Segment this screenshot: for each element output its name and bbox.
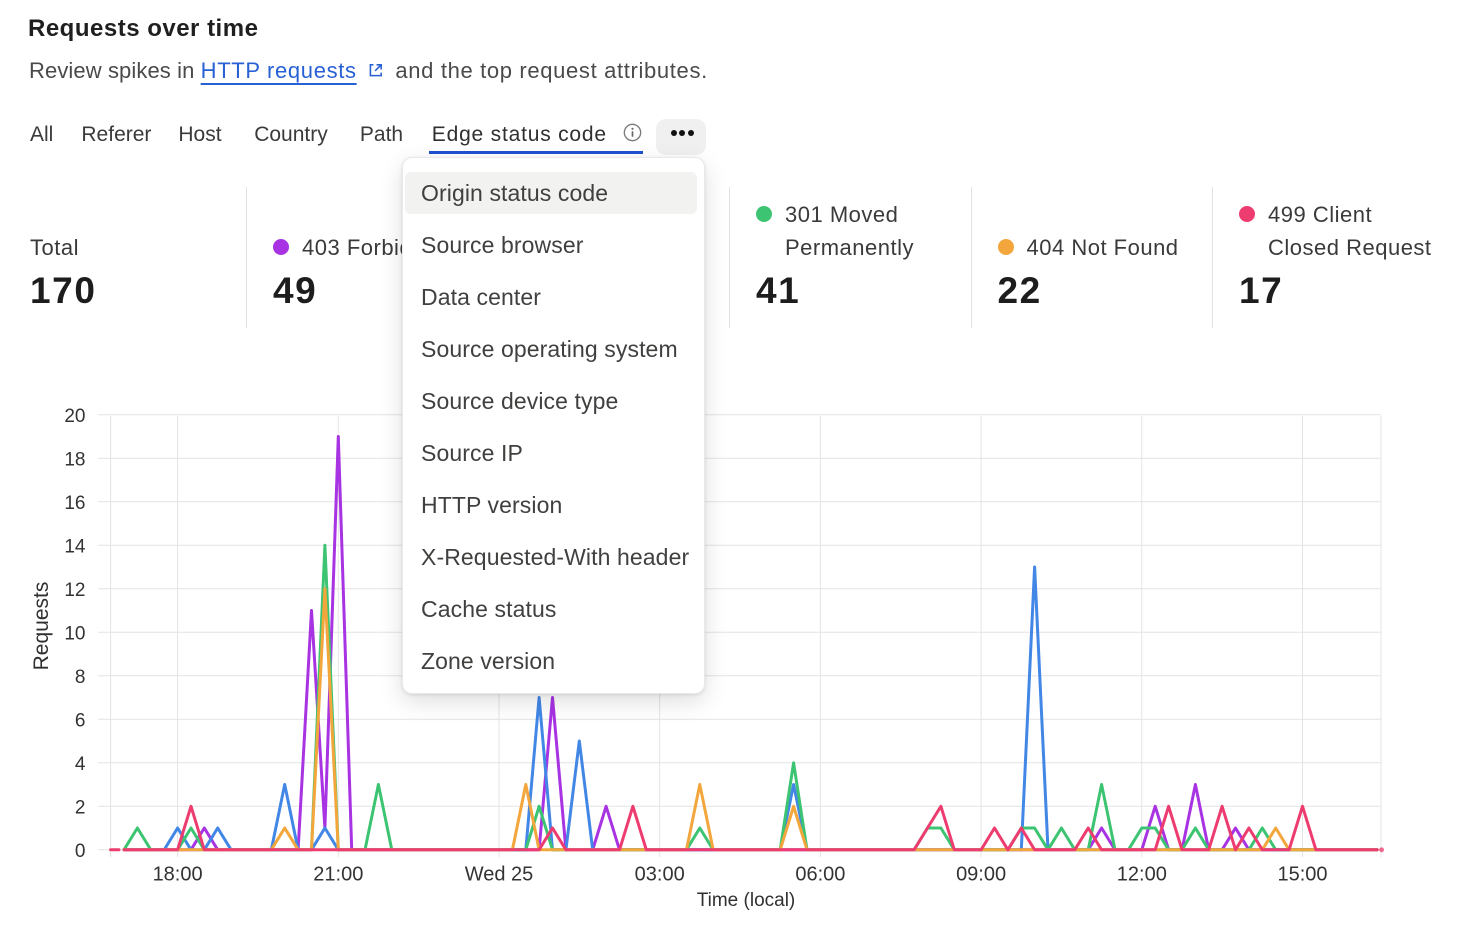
svg-text:4: 4	[75, 754, 86, 775]
svg-text:Requests: Requests	[30, 582, 53, 671]
svg-text:12: 12	[64, 580, 85, 601]
svg-text:03:00: 03:00	[635, 864, 685, 886]
svg-text:15:00: 15:00	[1277, 864, 1327, 886]
svg-text:12:00: 12:00	[1117, 864, 1167, 886]
svg-text:09:00: 09:00	[956, 864, 1006, 886]
svg-text:Wed 25: Wed 25	[465, 864, 534, 886]
svg-text:0: 0	[75, 841, 86, 862]
svg-text:18:00: 18:00	[153, 864, 203, 886]
svg-text:8: 8	[75, 667, 86, 688]
svg-text:18: 18	[64, 449, 85, 470]
svg-text:21:00: 21:00	[313, 864, 363, 886]
svg-text:20: 20	[64, 406, 85, 427]
svg-text:2: 2	[75, 797, 86, 818]
svg-text:06:00: 06:00	[795, 864, 845, 886]
svg-text:10: 10	[64, 623, 85, 644]
svg-text:16: 16	[64, 493, 85, 514]
svg-text:14: 14	[64, 536, 86, 557]
svg-text:Time (local): Time (local)	[697, 890, 796, 911]
svg-text:6: 6	[75, 710, 86, 731]
